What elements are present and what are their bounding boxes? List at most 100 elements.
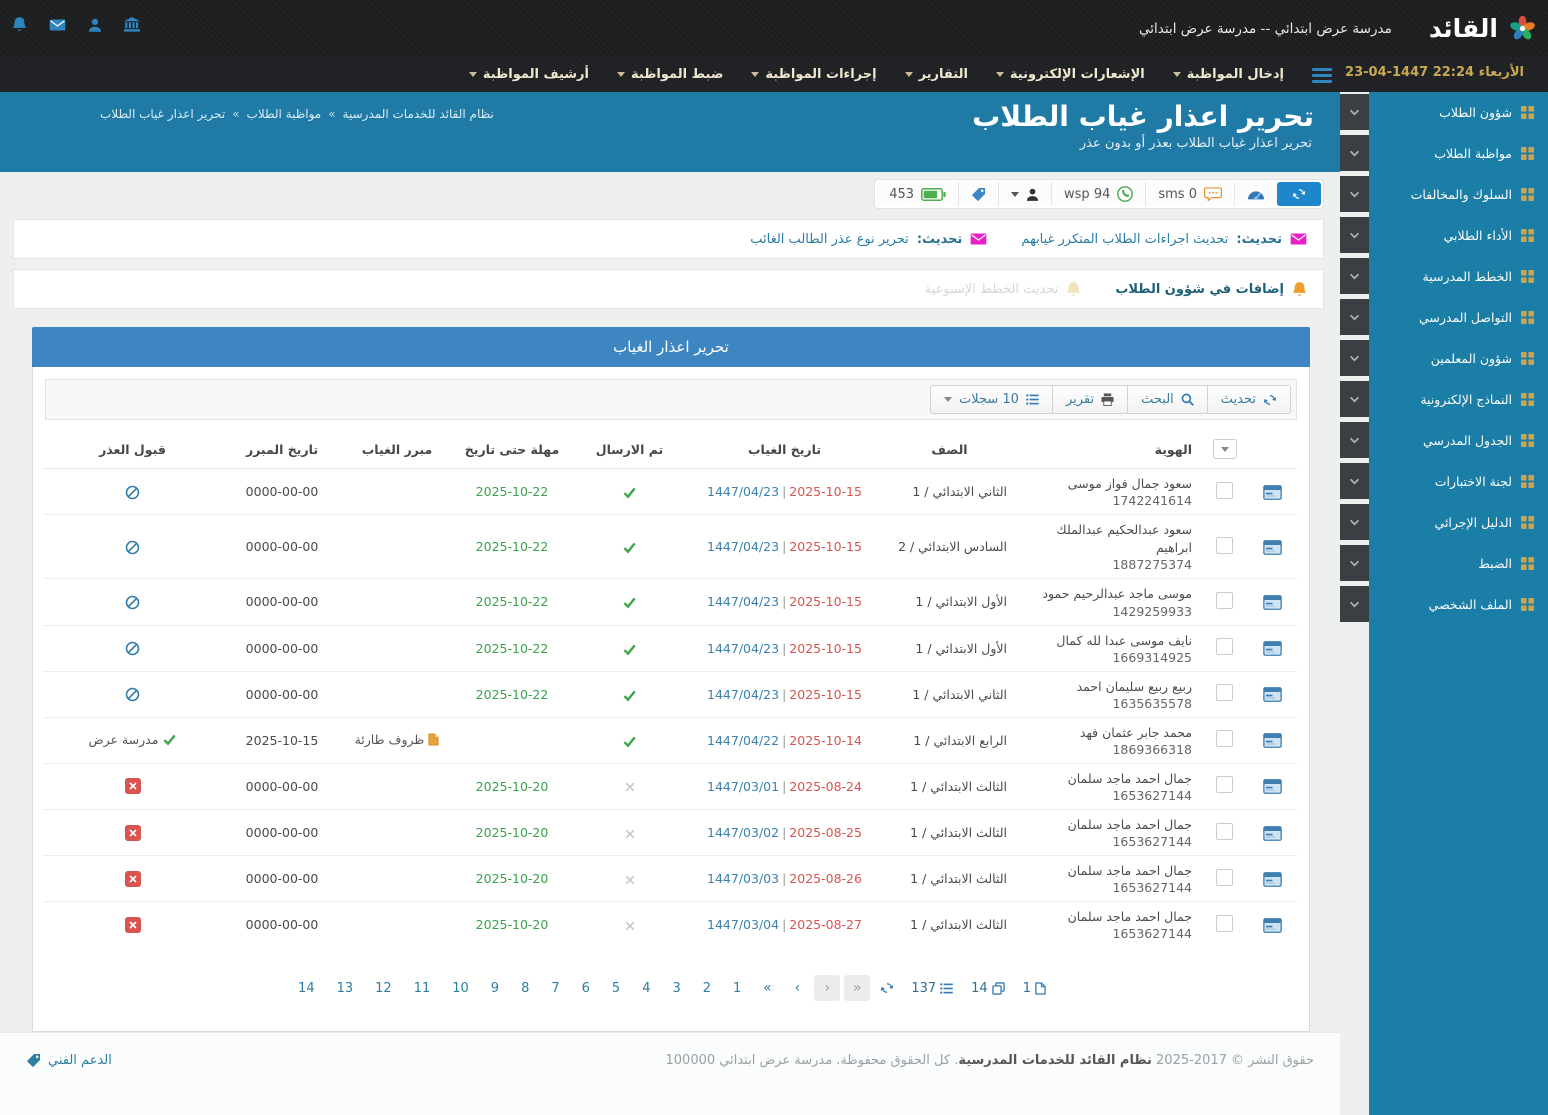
page-number-link[interactable]: 6 [581, 980, 590, 996]
page-number-link[interactable]: 10 [452, 980, 469, 996]
page-number-link[interactable]: 11 [413, 980, 431, 996]
breadcrumb-item[interactable]: مواظبة الطلاب [246, 107, 322, 121]
addition-notice[interactable]: تحديث الخطط الإسبوعية [925, 281, 1082, 298]
page-number-link[interactable]: 3 [672, 980, 681, 996]
update-notice[interactable]: تحديث: تحديث اجراءات الطلاب المتكرر غيابه… [1021, 232, 1307, 247]
technical-support-link[interactable]: الدعم الفني [26, 1053, 112, 1068]
excuse-approval[interactable] [43, 467, 222, 515]
records-per-page-dropdown[interactable]: 10 سجلات [929, 385, 1052, 414]
open-record-button[interactable] [1262, 871, 1282, 887]
open-record-button[interactable] [1262, 594, 1282, 610]
page-number-link[interactable]: 2 [702, 980, 712, 996]
excuse-approval[interactable] [43, 624, 222, 672]
nav-item[interactable]: ضبط المواظبة [603, 57, 737, 92]
notifications-bell-icon[interactable] [12, 16, 27, 33]
sidebar-item[interactable]: التواصل المدرسي [1340, 297, 1548, 338]
whatsapp-counter[interactable]: wsp 94 [1051, 182, 1146, 206]
column-header[interactable]: تاريخ الغياب [687, 430, 882, 469]
excuse-approval[interactable] [43, 855, 222, 902]
sidebar-item[interactable]: شؤون الطلاب [1340, 92, 1548, 133]
column-header[interactable]: قبول العذر [43, 430, 222, 469]
row-checkbox[interactable] [1216, 536, 1233, 554]
open-record-button[interactable] [1262, 778, 1282, 795]
breadcrumb-item[interactable]: نظام القائد للخدمات المدرسية [342, 107, 494, 121]
open-record-button[interactable] [1262, 825, 1282, 841]
brand[interactable]: القائد مدرسة عرض ابتدائي -- مدرسة عرض اب… [1139, 0, 1538, 57]
excuse-approval[interactable] [43, 670, 222, 718]
sidebar-item-expander[interactable] [1340, 176, 1369, 212]
breadcrumb-item[interactable]: تحرير اعذار غياب الطلاب [100, 107, 226, 121]
sidebar-item-expander[interactable] [1340, 586, 1369, 622]
refresh-button[interactable] [1277, 182, 1321, 206]
nav-item[interactable]: الإشعارات الإلكترونية [982, 57, 1159, 92]
user-profile-icon[interactable] [88, 16, 102, 33]
hamburger-menu-icon[interactable] [1312, 68, 1332, 83]
tickets-button[interactable] [958, 182, 999, 206]
absence-reason[interactable]: ظروف طارئة [355, 732, 440, 747]
nav-item[interactable]: إدخال المواظبة [1159, 57, 1298, 92]
open-record-button[interactable] [1262, 484, 1282, 500]
page-number-link[interactable]: 8 [521, 980, 530, 996]
sidebar-item-expander[interactable] [1340, 381, 1369, 417]
select-all-dropdown[interactable] [1212, 439, 1237, 459]
column-header[interactable]: مهلة حتى تاريخ [452, 430, 572, 469]
nav-item[interactable]: إجراءات المواظبة [737, 57, 890, 92]
row-checkbox[interactable] [1216, 481, 1233, 499]
row-checkbox[interactable] [1216, 868, 1233, 886]
sidebar-item[interactable]: مواظبة الطلاب [1340, 133, 1548, 174]
page-number-link[interactable]: 9 [490, 980, 500, 996]
sidebar-item[interactable]: لجنة الاختبارات [1340, 461, 1548, 502]
excuse-approval[interactable] [43, 901, 222, 948]
pager-refresh-button[interactable] [874, 975, 900, 1001]
dashboard-button[interactable] [1234, 182, 1277, 206]
excuse-approval[interactable] [43, 578, 222, 625]
sidebar-item-expander[interactable] [1340, 340, 1369, 376]
sidebar-item-expander[interactable] [1340, 94, 1369, 130]
sidebar-item[interactable]: الأداء الطلابي [1340, 215, 1548, 256]
page-number-link[interactable]: 13 [336, 980, 354, 996]
institution-icon[interactable] [124, 16, 140, 33]
excuse-approval[interactable] [43, 808, 222, 856]
row-checkbox[interactable] [1216, 822, 1233, 840]
open-record-button[interactable] [1262, 539, 1282, 555]
row-checkbox[interactable] [1216, 730, 1233, 748]
page-number-link[interactable]: 5 [611, 980, 621, 996]
column-header[interactable]: تم الارسال [572, 430, 687, 469]
sidebar-item-expander[interactable] [1340, 217, 1369, 253]
user-menu-button[interactable] [998, 182, 1052, 206]
pager-nav-button[interactable]: » [844, 975, 871, 1002]
battery-counter[interactable]: 453 [877, 182, 959, 206]
open-record-button[interactable] [1262, 917, 1282, 933]
sidebar-item[interactable]: الخطط المدرسية [1340, 256, 1548, 297]
sidebar-item-expander[interactable] [1340, 299, 1369, 335]
sidebar-item[interactable]: النماذج الإلكترونية [1340, 379, 1548, 420]
addition-notice[interactable]: إضافات في شؤون الطلاب [1115, 281, 1307, 298]
column-header[interactable]: الهوية [1017, 430, 1202, 469]
table-search-button[interactable]: البحث [1127, 385, 1207, 414]
sidebar-item[interactable]: شؤون المعلمين [1340, 338, 1548, 379]
row-checkbox[interactable] [1216, 914, 1233, 932]
excuse-approval[interactable] [43, 514, 222, 579]
row-checkbox[interactable] [1216, 591, 1233, 609]
table-report-button[interactable]: تقرير [1051, 385, 1128, 414]
sidebar-item-expander[interactable] [1340, 545, 1369, 581]
open-record-button[interactable] [1262, 640, 1282, 656]
column-header[interactable]: تاريخ المبرر [222, 430, 342, 469]
pager-nav-button[interactable]: ‹ [794, 980, 801, 997]
sidebar-item[interactable]: الضبط [1340, 543, 1548, 584]
table-refresh-button[interactable]: تحديث [1206, 385, 1291, 414]
excuse-approval[interactable]: مدرسة عرض [43, 716, 222, 764]
sidebar-item-expander[interactable] [1340, 258, 1369, 294]
open-record-button[interactable] [1262, 732, 1282, 749]
update-notice[interactable]: تحديث: تحرير نوع عذر الطالب الغائب [750, 232, 987, 247]
excuse-approval[interactable] [43, 762, 222, 810]
page-number-link[interactable]: 12 [375, 980, 392, 996]
messages-envelope-icon[interactable] [49, 16, 66, 33]
sidebar-item-expander[interactable] [1340, 135, 1369, 171]
page-number-link[interactable]: 4 [642, 980, 651, 996]
nav-item[interactable]: أرشيف المواظبة [455, 57, 603, 92]
pager-nav-button[interactable]: « [763, 980, 772, 997]
sidebar-item-expander[interactable] [1340, 422, 1369, 458]
nav-item[interactable]: التقارير [891, 57, 982, 92]
sidebar-item-expander[interactable] [1340, 504, 1369, 540]
